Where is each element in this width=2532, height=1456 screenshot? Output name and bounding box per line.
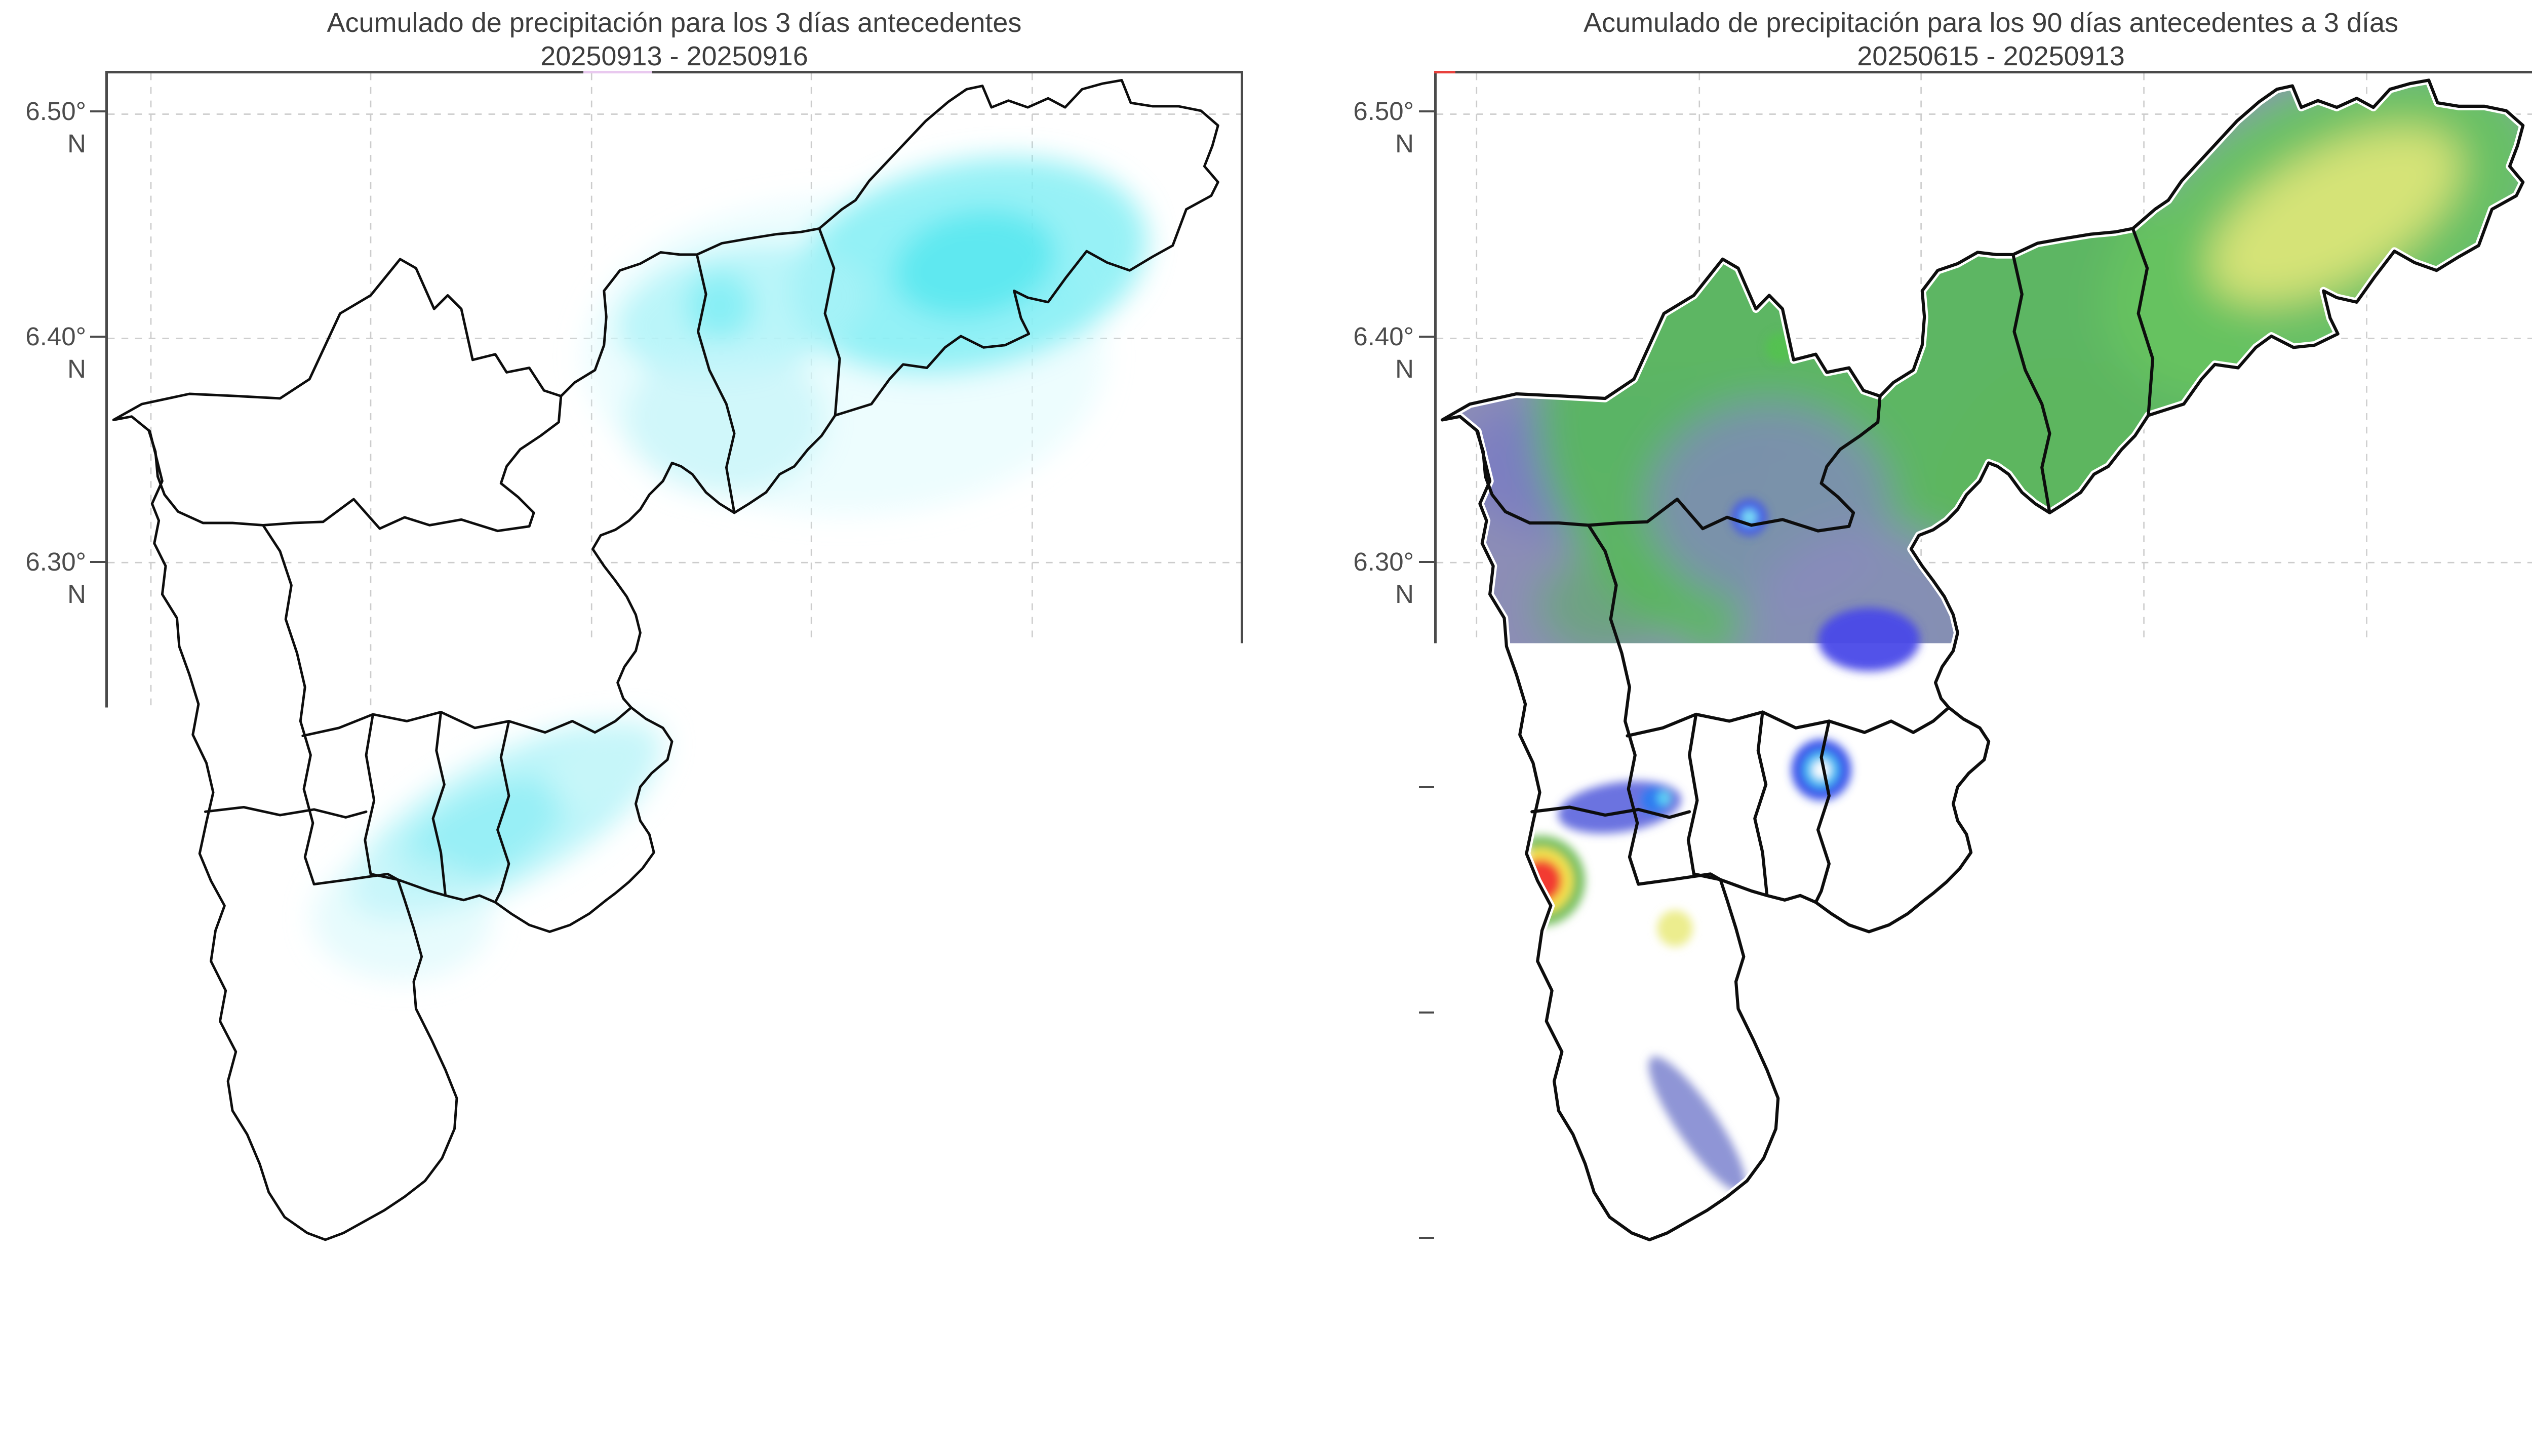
left-ytick-mark (90, 1012, 105, 1014)
right-ytick-label: 6.40° N (1328, 320, 1414, 353)
left-map-canvas (108, 73, 1241, 1269)
right-ytick-mark (1419, 786, 1434, 788)
right-title-line2: 20250615 - 20250913 (1434, 39, 2532, 73)
right-cb-tick: 400 (1868, 1370, 1938, 1400)
left-ytick-label: 6.40° N (0, 320, 86, 353)
left-colorbar-under-arrow (107, 1323, 163, 1361)
left-ytick-label: 6.50° N (0, 95, 86, 128)
right-colorbar-label: Acumulado Precipitación [mm] (1697, 1411, 2305, 1448)
right-cb-tick: 600 (2064, 1370, 2135, 1400)
left-colorbar[interactable] (107, 1322, 1242, 1362)
right-xtick-label: 75.40° W (2059, 1290, 2231, 1322)
right-map-plot[interactable] (1434, 71, 2532, 1272)
right-xtick-mark (1697, 1272, 1699, 1287)
left-ytick-label: 6.30° N (0, 546, 86, 578)
left-xtick-mark (369, 1272, 371, 1287)
right-xtick-mark (2144, 1272, 2146, 1287)
right-plot-red-boundary-segment-top (1434, 71, 1455, 73)
left-cb-tick: 50 (639, 1370, 710, 1400)
left-xtick-label: 75.30° W (947, 1290, 1120, 1322)
right-cb-tick: 200 (1671, 1370, 1742, 1400)
right-xtick-label: 75.50° W (1835, 1290, 2007, 1322)
right-ytick-mark (1419, 1237, 1434, 1239)
left-cb-tick: 80 (946, 1370, 1017, 1400)
right-colorbar-under-arrow (1454, 1323, 1510, 1361)
right-xtick-mark (2367, 1272, 2369, 1287)
right-xtick-label: 75.30° W (2282, 1290, 2454, 1322)
left-plot-pink-boundary-segment-bottom (522, 1270, 1241, 1272)
right-ytick-mark (1419, 1012, 1434, 1014)
right-cb-tick: 100 (1573, 1370, 1644, 1400)
right-colorbar-over-arrow (2493, 1323, 2532, 1361)
left-ytick-label: 6.00° N (0, 1222, 86, 1254)
left-cb-tick: 100 (1151, 1370, 1221, 1400)
left-ytick-mark (90, 110, 105, 112)
right-ytick-label: 6.30° N (1328, 546, 1414, 578)
right-cb-tick: 1000 (2457, 1370, 2528, 1400)
right-ytick-mark (1419, 561, 1434, 563)
right-cb-tick: 900 (2359, 1370, 2430, 1400)
right-plot-red-boundary-segment-left (1434, 815, 1437, 1256)
right-cb-tick: 300 (1769, 1370, 1840, 1400)
right-cb-tick: 700 (2162, 1370, 2233, 1400)
left-title-line2: 20250913 - 20250916 (105, 39, 1243, 73)
right-xtick-label: 75.70° W (1389, 1290, 1561, 1322)
right-cb-tick: 0 (1475, 1370, 1546, 1400)
right-xtick-mark (1920, 1272, 1922, 1287)
left-xtick-label: 75.40° W (726, 1290, 898, 1322)
right-ytick-label: 6.20° N (1328, 771, 1414, 803)
right-ytick-mark (1419, 110, 1434, 112)
left-map-plot[interactable] (105, 71, 1243, 1272)
left-xtick-mark (1033, 1272, 1035, 1287)
left-xtick-label: 75.50° W (505, 1290, 677, 1322)
precipitation-maps-figure: Acumulado de precipitación para los 3 dí… (0, 0, 2532, 1456)
right-cb-tick: 800 (2261, 1370, 2331, 1400)
right-map-canvas (1437, 73, 2532, 1269)
left-panel-title: Acumulado de precipitación para los 3 dí… (105, 6, 1243, 73)
left-xtick-mark (811, 1272, 813, 1287)
right-ytick-mark (1419, 336, 1434, 338)
left-xtick-label: 75.70° W (62, 1290, 234, 1322)
right-xtick-label: 75.60° W (1612, 1290, 1784, 1322)
right-title-line1: Acumulado de precipitación para los 90 d… (1434, 6, 2532, 39)
left-cb-tick: 60 (741, 1370, 812, 1400)
right-cb-tick: 500 (1966, 1370, 2037, 1400)
right-ytick-label: 6.50° N (1328, 95, 1414, 128)
left-ytick-label: 6.20° N (0, 771, 86, 803)
right-ytick-label: 6.00° N (1328, 1222, 1414, 1254)
left-colorbar-over-arrow (1186, 1323, 1242, 1361)
left-xtick-label: 75.60° W (284, 1290, 456, 1322)
right-plot-red-boundary-segment-bottom (1853, 1270, 2532, 1272)
left-ytick-mark (90, 786, 105, 788)
left-plot-pink-boundary-segment-top (583, 71, 652, 73)
right-ytick-label: 6.10° N (1328, 996, 1414, 1029)
left-ytick-mark (90, 336, 105, 338)
left-ytick-label: 6.10° N (0, 996, 86, 1029)
left-colorbar-label: Acumulado Precipitación [mm] (371, 1411, 978, 1448)
left-xtick-mark (147, 1272, 149, 1287)
left-cb-tick: 40 (537, 1370, 608, 1400)
left-ytick-mark (90, 561, 105, 563)
left-xtick-mark (590, 1272, 592, 1287)
left-title-line1: Acumulado de precipitación para los 3 dí… (105, 6, 1243, 39)
right-xtick-mark (1474, 1272, 1476, 1287)
left-ytick-mark (90, 1237, 105, 1239)
right-panel-title: Acumulado de precipitación para los 90 d… (1434, 6, 2532, 73)
right-colorbar[interactable] (1454, 1322, 2532, 1362)
